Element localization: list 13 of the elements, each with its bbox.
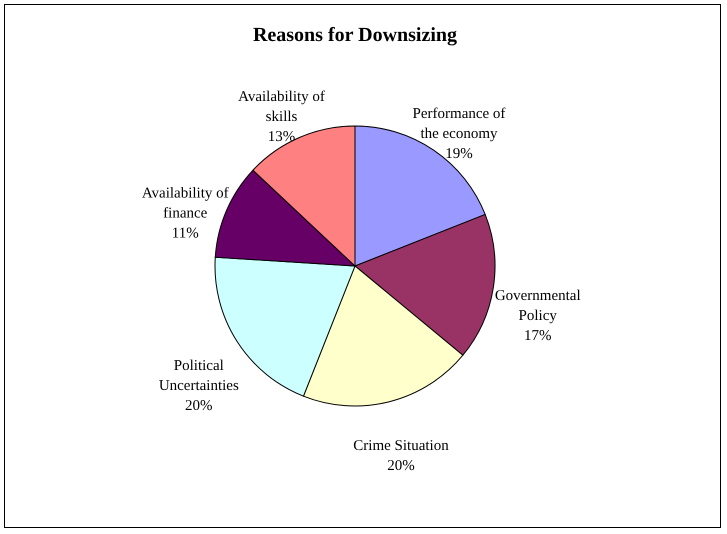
slice-label: Availability of skills [238, 89, 325, 126]
slice-label: Availability of finance [142, 186, 229, 222]
data-label: 20% [387, 458, 415, 474]
slice-label: Political Uncertainties [158, 358, 239, 394]
data-label: 13% [268, 129, 296, 146]
data-label: 20% [185, 398, 213, 414]
chart-title: Reasons for Downsizing [252, 24, 458, 46]
data-label: 17% [524, 328, 552, 344]
slice-label: Governmental Policy [494, 288, 581, 324]
data-label: 11% [172, 226, 199, 242]
slice-label: Crime Situation [353, 438, 450, 454]
data-label: 19% [445, 146, 473, 162]
slice-label: Performance of the economy [412, 106, 506, 142]
